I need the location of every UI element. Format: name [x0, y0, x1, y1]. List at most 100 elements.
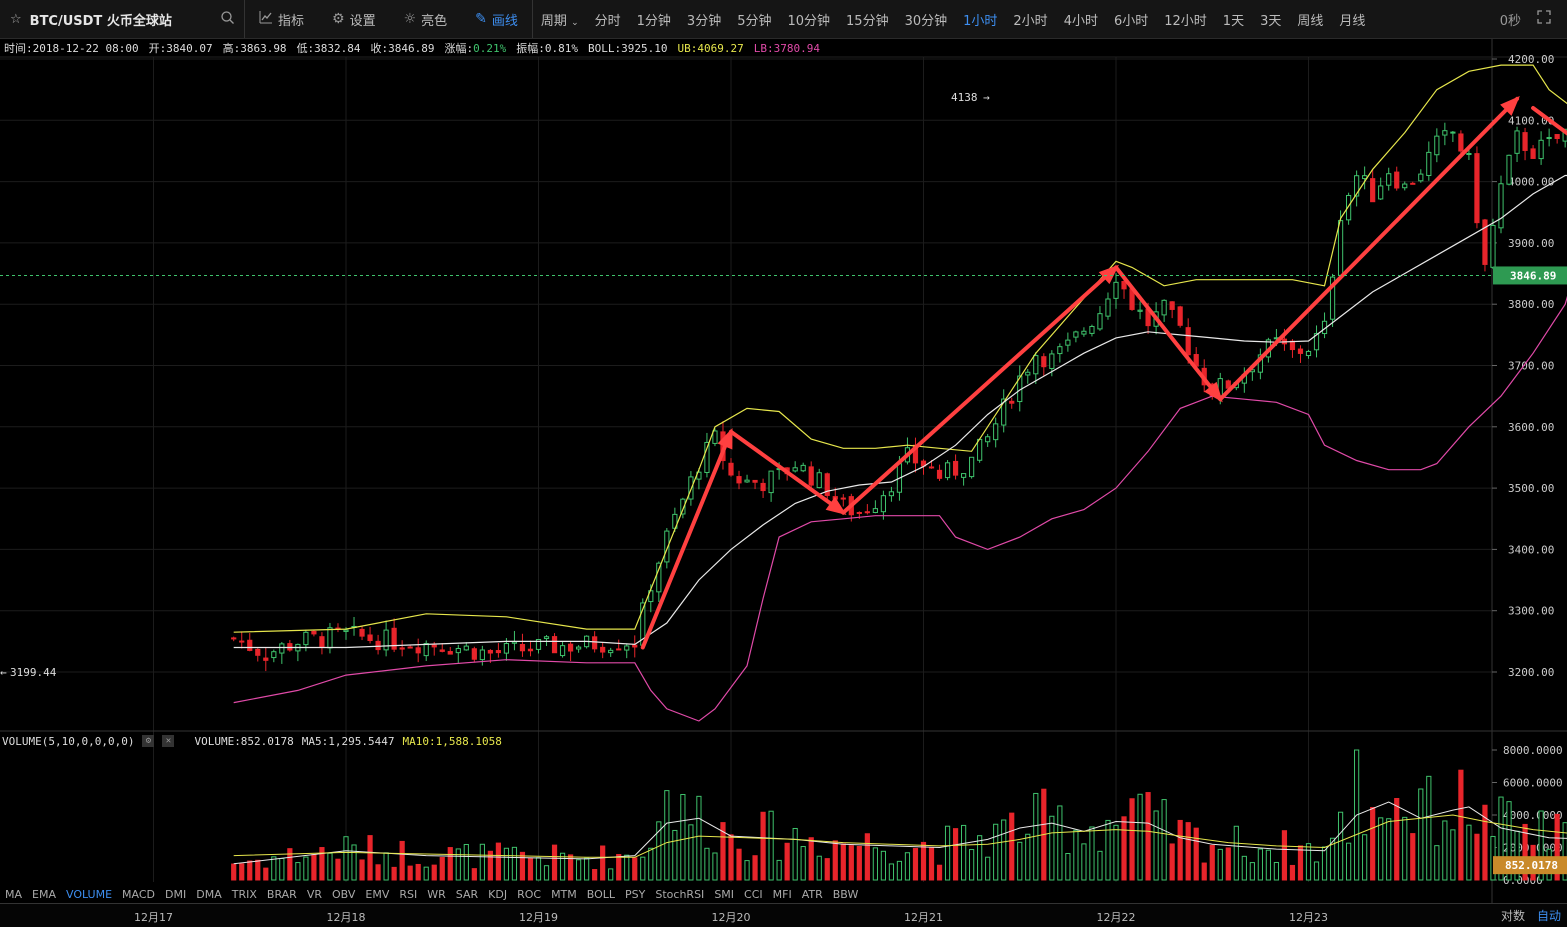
volume-bar — [880, 850, 886, 881]
indicator-tab[interactable]: CCI — [744, 887, 763, 901]
indicator-tab[interactable]: WR — [427, 887, 446, 901]
volume-bar — [896, 860, 903, 881]
volume-bar — [800, 846, 806, 881]
period-option[interactable]: 4小时 — [1063, 13, 1098, 29]
indicator-tab[interactable]: MA — [5, 887, 23, 901]
volume-bar — [1257, 848, 1263, 881]
indicators-button[interactable]: 指标 — [245, 0, 318, 38]
period-option[interactable]: 分时 — [594, 13, 621, 29]
draw-line-button[interactable]: ✎ 画线 — [461, 0, 532, 38]
indicator-tab[interactable]: TRIX — [231, 887, 257, 901]
candle-body — [1169, 301, 1175, 310]
volume-bar — [1378, 817, 1384, 881]
indicator-tab[interactable]: OBV — [332, 887, 356, 901]
period-option[interactable]: 月线 — [1339, 13, 1366, 29]
candle-body — [1474, 153, 1480, 224]
indicator-tab[interactable]: ATR — [801, 887, 823, 901]
price-tick-label: 3200.00 — [1508, 666, 1554, 679]
period-option[interactable]: 周线 — [1297, 13, 1324, 29]
candle-body — [856, 511, 862, 514]
volume-bar — [616, 854, 622, 881]
period-option[interactable]: 1天 — [1222, 13, 1245, 29]
indicator-tab[interactable]: RSI — [399, 887, 418, 901]
indicator-tab[interactable]: VR — [306, 887, 322, 901]
trend-arrow-head — [1098, 264, 1119, 285]
period-option[interactable]: 3天 — [1260, 13, 1282, 29]
volume-bar — [816, 855, 822, 881]
volume-bar — [1265, 849, 1271, 881]
price-tick-label: 3700.00 — [1508, 360, 1554, 373]
volume-bar — [527, 857, 534, 881]
indicator-tab[interactable]: BOLL — [586, 887, 616, 901]
volume-bar — [1482, 804, 1488, 881]
period-option[interactable]: 6小时 — [1113, 13, 1149, 29]
candle-body — [1362, 175, 1368, 180]
candle-body — [808, 466, 814, 486]
indicator-tab[interactable]: VOLUME — [65, 887, 113, 901]
indicator-tab[interactable]: BRAR — [266, 887, 297, 901]
volume-bar — [1418, 788, 1424, 881]
period-option[interactable]: 12小时 — [1164, 13, 1207, 29]
volume-bar — [1370, 806, 1376, 881]
indicator-tab[interactable]: SAR — [455, 887, 479, 901]
star-icon[interactable]: ☆ — [10, 11, 22, 27]
indicator-tab[interactable]: DMA — [196, 887, 222, 901]
log-scale-button[interactable]: 对数 — [1500, 909, 1525, 923]
volume-bar — [407, 865, 413, 881]
volume-close-icon[interactable]: ✕ — [162, 735, 175, 747]
candle-body — [800, 464, 806, 472]
period-option[interactable]: 5分钟 — [737, 13, 772, 29]
period-option[interactable]: 2小时 — [1013, 13, 1048, 29]
volume-settings-icon[interactable]: ⚙ — [142, 735, 155, 747]
low-marker-arrow-icon: ← — [0, 666, 7, 679]
period-option[interactable]: 15分钟 — [846, 13, 889, 29]
settings-button[interactable]: ⚙ 设置 — [318, 0, 390, 38]
indicator-tab[interactable]: KDJ — [488, 887, 508, 901]
bollinger-lower-line — [233, 295, 1567, 722]
candle-body — [952, 460, 959, 476]
volume-bar — [808, 837, 814, 881]
auto-scale-button[interactable]: 自动 — [1536, 909, 1561, 923]
time-axis-label: 12月22 — [1096, 911, 1136, 924]
indicator-tab[interactable]: ROC — [517, 887, 542, 901]
period-option[interactable]: 3分钟 — [686, 13, 722, 29]
period-option[interactable]: 10分钟 — [787, 13, 831, 29]
volume-bar — [351, 844, 357, 881]
volume-bar — [231, 863, 237, 881]
volume-bar — [1169, 843, 1175, 881]
indicator-tab[interactable]: PSY — [625, 887, 646, 901]
indicator-tab[interactable]: StochRSI — [655, 887, 705, 901]
theme-toggle-button[interactable]: ☼ 亮色 — [390, 0, 462, 38]
indicator-tab[interactable]: MFI — [772, 887, 792, 901]
search-icon[interactable] — [221, 10, 234, 28]
candle-body — [712, 430, 718, 444]
period-option[interactable]: 1分钟 — [636, 13, 671, 29]
fullscreen-icon[interactable] — [1537, 10, 1551, 28]
indicator-tab[interactable]: MTM — [551, 887, 577, 901]
indicator-tab[interactable]: EMA — [32, 887, 56, 901]
indicator-tab[interactable]: DMI — [165, 887, 187, 901]
indicator-tab[interactable]: BBW — [832, 887, 859, 901]
pair-selector[interactable]: ☆ BTC/USDT 火币全球站 — [0, 0, 245, 38]
volume-ma5-line — [233, 801, 1567, 865]
volume-title: VOLUME(5,10,0,0,0,0) — [2, 734, 135, 748]
time-axis-label: 12月17 — [134, 911, 173, 924]
candle-body — [1305, 350, 1312, 357]
candle-body — [455, 647, 461, 654]
candle-body — [1490, 224, 1496, 268]
candle-body — [736, 476, 742, 484]
period-option[interactable]: 1小时 — [963, 13, 998, 29]
period-dropdown[interactable]: 周期 ⌄ — [533, 10, 587, 29]
indicator-tab[interactable]: EMV — [365, 887, 390, 901]
period-option[interactable]: 30分钟 — [904, 13, 948, 29]
indicator-tab[interactable]: MACD — [122, 887, 156, 901]
candle-body — [247, 639, 253, 651]
indicator-tab[interactable]: SMI — [714, 887, 735, 901]
volume-bar — [311, 854, 317, 881]
volume-bar — [399, 840, 405, 881]
candle-body — [1498, 183, 1504, 229]
info-open: 开:3840.07 — [148, 42, 213, 55]
volume-bar — [944, 825, 951, 881]
candle-body — [1057, 346, 1063, 355]
